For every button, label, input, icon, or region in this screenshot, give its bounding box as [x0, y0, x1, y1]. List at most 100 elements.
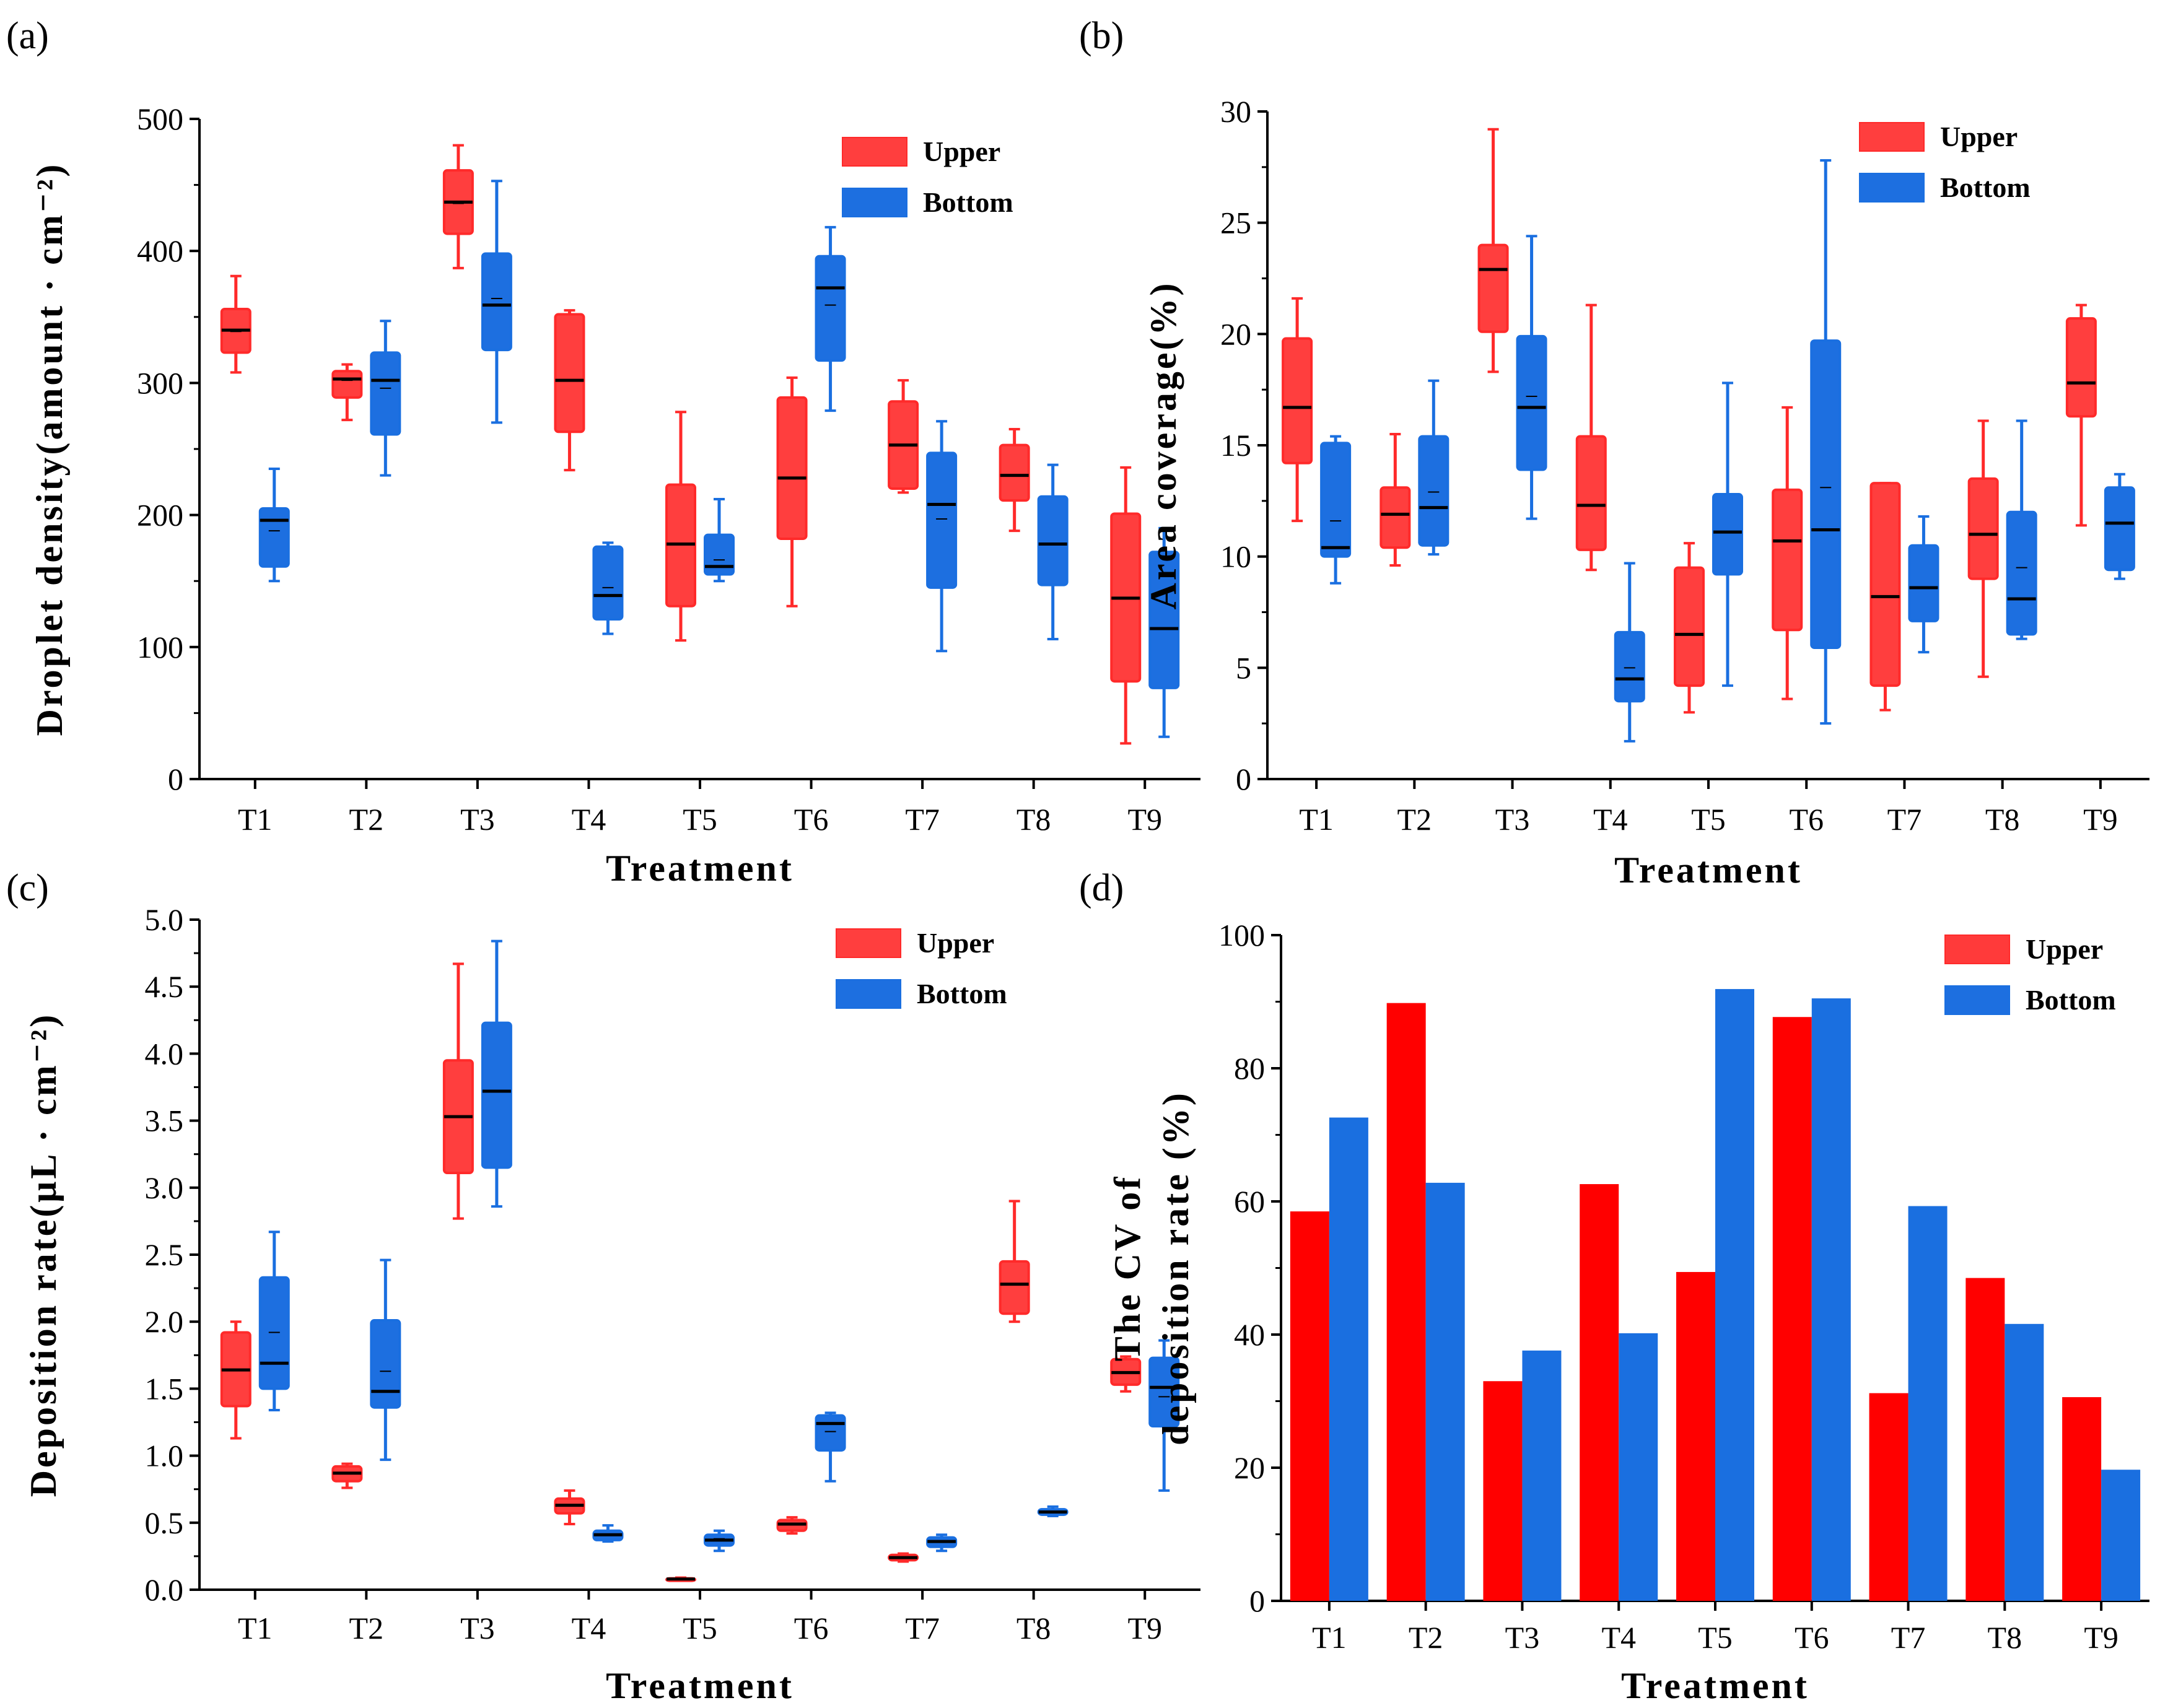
box-upper-T3: [1477, 128, 1509, 373]
y-tick-label: 40: [1234, 1317, 1265, 1352]
x-tick-label: T8: [1017, 802, 1051, 837]
x-tick-label: T1: [1299, 802, 1334, 837]
box-iqr: [331, 370, 363, 399]
box-bottom-T9: [1148, 1339, 1180, 1492]
x-tick-label: T1: [238, 1611, 273, 1645]
legend-label-bottom: Bottom: [923, 186, 1013, 218]
y-tick-label: 1.5: [145, 1371, 184, 1406]
panel-label: (d): [1079, 867, 1124, 909]
y-tick-label: 300: [137, 365, 183, 400]
box-iqr: [1869, 482, 1901, 687]
y-tick-label: 4.0: [145, 1036, 184, 1071]
bar-bottom-T9: [2101, 1470, 2141, 1601]
box-upper-T4: [554, 1489, 585, 1525]
box-upper-T7: [888, 1552, 919, 1563]
box-iqr: [704, 533, 735, 576]
bar-upper-T3: [1483, 1381, 1523, 1601]
bar-upper-T7: [1869, 1393, 1909, 1601]
box-bottom-T7: [926, 1533, 958, 1553]
legend-label-upper: Upper: [923, 136, 1000, 167]
legend-label-bottom: Bottom: [1940, 172, 2031, 203]
box-bottom-T1: [258, 1231, 290, 1412]
x-tick-label: T5: [683, 802, 717, 837]
bar-bottom-T8: [2005, 1323, 2044, 1601]
chart-panel-1: (a) 0 100 200 300 400 500 T1 T2 T3 T4 T5 T6 T7 T8 T9 Tre…: [6, 15, 1200, 889]
bar-bottom-T4: [1619, 1333, 1658, 1601]
bar-bottom-T2: [1425, 1182, 1465, 1601]
y-tick-label: 20: [1234, 1450, 1265, 1485]
y-tick-label: 1.0: [145, 1439, 184, 1473]
bar-upper-T5: [1676, 1271, 1715, 1601]
box-bottom-T9: [1148, 526, 1180, 738]
bar-bottom-T5: [1715, 989, 1754, 1601]
x-tick-label: T4: [572, 1611, 606, 1645]
box-iqr: [1148, 551, 1180, 689]
box-upper-T3: [442, 962, 474, 1220]
y-tick-label: 4.5: [145, 969, 184, 1004]
y-tick-label: 100: [137, 630, 183, 664]
x-axis-title: Treatment: [606, 1665, 794, 1706]
box-upper-T5: [665, 1576, 696, 1582]
x-tick-label: T4: [1601, 1620, 1636, 1655]
x-tick-label: T4: [1593, 802, 1628, 837]
box-iqr: [1712, 493, 1743, 576]
legend-label-upper: Upper: [917, 927, 994, 959]
x-tick-label: T4: [572, 802, 606, 837]
y-tick-label: 0: [168, 762, 183, 796]
bar-upper-T8: [1965, 1278, 2005, 1601]
x-tick-label: T3: [460, 1611, 495, 1645]
chart-panel-2: (b) 0 5 10 15 20 25 30 T1 T2 T3 T4 T5 T6 T7 T8 T9 Treatme…: [1079, 15, 2149, 891]
box-iqr: [592, 545, 624, 621]
panel-label: (c): [6, 867, 49, 909]
box-bottom-T1: [1320, 435, 1352, 585]
y-tick-label: 5.0: [145, 902, 184, 937]
y-tick-label: 10: [1220, 539, 1251, 574]
box-upper-T1: [1282, 297, 1313, 523]
y-tick-label: 0: [1249, 1584, 1265, 1618]
box-bottom-T2: [1418, 379, 1449, 556]
box-upper-T5: [1674, 542, 1705, 714]
legend-label-upper: Upper: [1940, 121, 2018, 152]
box-iqr: [554, 313, 585, 434]
legend: Upper Bottom: [836, 927, 1007, 1009]
x-tick-label: T6: [1789, 802, 1824, 837]
y-tick-label: 3.5: [145, 1104, 184, 1138]
panel-label: (a): [6, 15, 49, 57]
y-tick-label: 25: [1220, 206, 1251, 240]
x-tick-label: T1: [1312, 1620, 1347, 1655]
y-axis-title: The CV of: [1107, 1175, 1148, 1362]
box-bottom-T8: [2006, 419, 2037, 640]
y-tick-label: 5: [1236, 650, 1251, 685]
panel-label: (b): [1079, 15, 1124, 57]
y-tick-label: 2.5: [145, 1237, 184, 1272]
box-upper-T8: [999, 428, 1030, 533]
x-tick-label: T2: [349, 802, 384, 837]
x-tick-label: T3: [1495, 802, 1530, 837]
box-iqr: [1418, 435, 1449, 547]
y-tick-label: 500: [137, 102, 183, 136]
box-upper-T2: [1380, 433, 1411, 567]
y-tick-label: 20: [1220, 316, 1251, 351]
legend-label-bottom: Bottom: [2026, 984, 2116, 1016]
box-bottom-T6: [1810, 159, 1842, 725]
legend-swatch-bottom: [1859, 173, 1925, 203]
box-upper-T5: [665, 411, 696, 642]
box-iqr: [999, 1260, 1030, 1315]
box-upper-T2: [331, 1462, 363, 1489]
legend: Upper Bottom: [842, 136, 1013, 218]
box-bottom-T8: [1037, 463, 1069, 641]
box-iqr: [1967, 477, 1999, 580]
legend-swatch-bottom: [1944, 985, 2010, 1015]
box-bottom-T3: [481, 180, 512, 424]
box-iqr: [370, 351, 401, 436]
x-tick-label: T6: [1795, 1620, 1829, 1655]
box-iqr: [1575, 435, 1607, 551]
box-upper-T7: [888, 379, 919, 494]
x-tick-label: T9: [1127, 1611, 1162, 1645]
bar-bottom-T6: [1811, 998, 1851, 1601]
box-upper-T9: [1110, 466, 1142, 745]
box-iqr: [1516, 334, 1547, 471]
box-bottom-T6: [815, 1411, 846, 1483]
box-upper-T9: [1110, 1355, 1142, 1393]
y-tick-label: 60: [1234, 1184, 1265, 1219]
